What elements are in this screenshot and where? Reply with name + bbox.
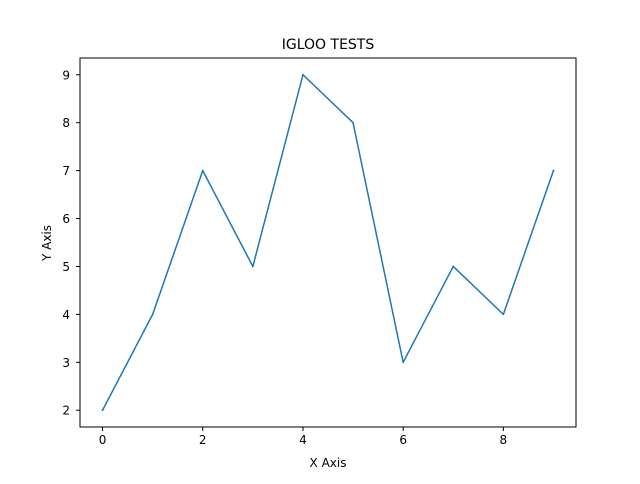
y-axis-ticks: 2 3 4 5 6 7 8 9 (62, 68, 80, 418)
data-point (302, 73, 304, 76)
y-tick-label: 9 (62, 68, 70, 82)
data-point (201, 169, 204, 172)
data-point (101, 409, 104, 412)
x-axis-label: X Axis (310, 456, 347, 470)
chart-title: IGLOO TESTS (282, 37, 375, 53)
data-point (452, 265, 455, 268)
x-tick-label: 6 (399, 433, 407, 447)
y-tick-label: 4 (62, 308, 70, 322)
data-point (502, 313, 505, 316)
plot-area-frame (79, 57, 577, 428)
x-tick-label: 8 (500, 433, 508, 447)
y-tick-label: 3 (62, 356, 70, 370)
y-tick-label: 5 (62, 260, 70, 274)
y-tick-label: 6 (62, 212, 70, 226)
data-point (151, 313, 154, 316)
data-point (251, 265, 254, 268)
x-axis-ticks: 0 2 4 6 8 (99, 427, 507, 447)
data-point (552, 169, 555, 172)
y-tick-label: 2 (62, 404, 70, 418)
data-point (402, 361, 405, 364)
x-tick-label: 0 (99, 433, 107, 447)
y-tick-label: 7 (62, 164, 70, 178)
x-tick-label: 4 (299, 433, 307, 447)
x-tick-label: 2 (199, 433, 207, 447)
series-line (101, 74, 555, 412)
y-axis-label: Y Axis (40, 225, 54, 262)
y-tick-label: 8 (62, 116, 70, 130)
data-point (352, 121, 354, 124)
series-layer (101, 73, 555, 412)
